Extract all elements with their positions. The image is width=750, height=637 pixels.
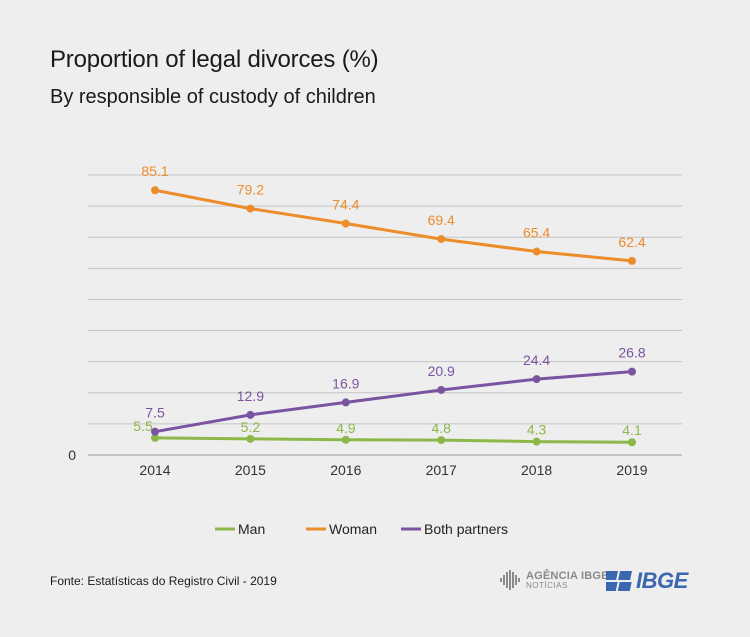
data-label: 24.4 (523, 352, 550, 368)
data-point (628, 256, 636, 265)
data-label: 62.4 (618, 234, 645, 250)
series-line (154, 370, 633, 434)
chart-title: Proportion of legal divorces (%) (50, 46, 379, 73)
data-label: 85.1 (141, 163, 168, 179)
ibge-logo-text: IBGE (636, 568, 688, 593)
series-line (154, 436, 633, 444)
data-point (532, 247, 541, 256)
x-tick-label: 2019 (616, 462, 647, 478)
data-point (151, 427, 159, 436)
data-point (532, 375, 541, 384)
data-label: 26.8 (618, 345, 645, 361)
legend-label: Both partners (424, 521, 508, 537)
data-label: 12.9 (237, 388, 264, 404)
y-tick-label: 0 (68, 447, 76, 463)
data-point (246, 204, 255, 213)
data-point (341, 398, 350, 407)
data-point (437, 385, 446, 394)
source-note: Fonte: Estatísticas do Registro Civil - … (50, 574, 277, 588)
data-point (151, 186, 159, 195)
x-tick-label: 2014 (139, 462, 170, 478)
x-tick-label: 2017 (426, 462, 457, 478)
data-point (437, 436, 446, 445)
x-tick-label: 2015 (235, 462, 266, 478)
x-tick-label: 2018 (521, 462, 552, 478)
legend-label: Man (238, 521, 265, 537)
data-point (246, 410, 255, 419)
line-chart: 0 2014 2015 2016 2017 2018 2019 5.5 5.2 4.9 4.8 4.3… (68, 163, 682, 537)
data-point (628, 438, 636, 447)
data-point (341, 219, 350, 228)
data-point (437, 235, 446, 244)
agencia-logo-text: AGÊNCIA IBGE (526, 569, 609, 582)
data-point (341, 435, 350, 444)
data-label: 4.8 (431, 420, 451, 436)
data-label: 74.4 (332, 197, 359, 213)
data-label: 20.9 (428, 363, 455, 379)
legend-label: Woman (329, 521, 377, 537)
data-label: 7.5 (145, 405, 165, 421)
data-label: 5.5 (133, 418, 153, 434)
chart-subtitle: By responsible of custody of children (50, 86, 376, 108)
agencia-ibge-logo: AGÊNCIA IBGE NOTÍCIAS (500, 570, 609, 590)
data-point (151, 433, 159, 442)
data-label: 69.4 (428, 212, 455, 228)
data-point (532, 437, 541, 446)
agencia-icon (500, 570, 520, 590)
data-label: 4.3 (527, 422, 547, 438)
agencia-logo-subtext: NOTÍCIAS (526, 580, 568, 590)
series-line (154, 188, 633, 263)
data-label: 65.4 (523, 225, 550, 241)
data-point (628, 367, 636, 376)
ibge-logo: IBGE (606, 568, 688, 594)
data-label: 16.9 (332, 375, 359, 391)
data-label: 5.2 (241, 419, 261, 435)
data-label: 4.9 (336, 420, 356, 436)
data-point (246, 434, 255, 443)
data-label: 79.2 (237, 182, 264, 198)
x-tick-label: 2016 (330, 462, 361, 478)
data-label: 4.1 (622, 422, 642, 438)
ibge-icon (606, 571, 632, 591)
